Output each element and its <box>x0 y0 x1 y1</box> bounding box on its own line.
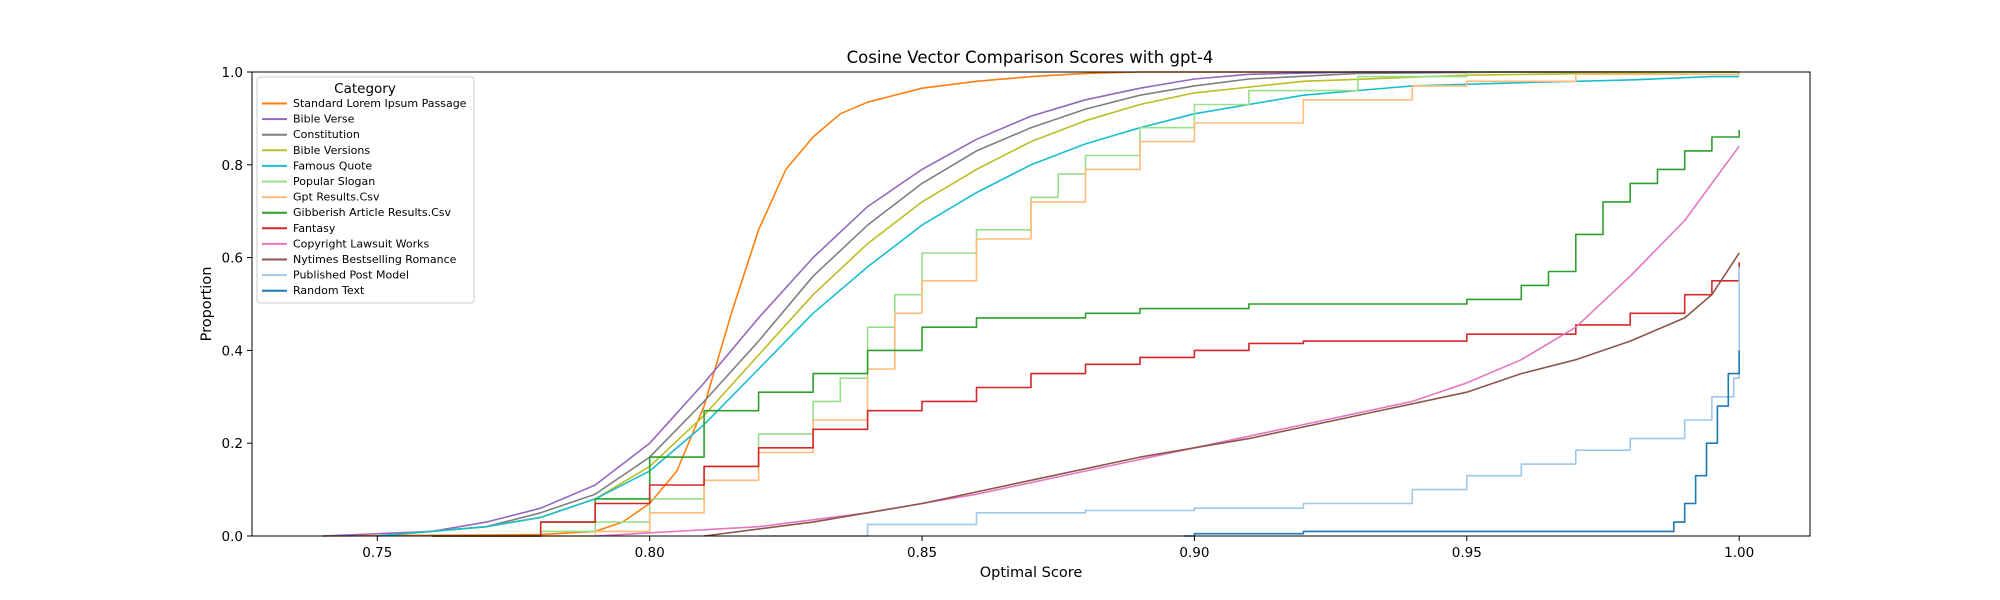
legend-entry: Bible Verse <box>293 113 355 126</box>
series-line-nytimes-bestselling-romance <box>703 252 1740 537</box>
series-line-gibberish-article-results-csv <box>431 130 1740 537</box>
x-tick-label: 1.00 <box>1724 545 1754 561</box>
legend-entry: Standard Lorem Ipsum Passage <box>293 97 467 110</box>
legend-entry: Copyright Lawsuit Works <box>293 237 430 250</box>
legend-entry: Fantasy <box>293 222 336 235</box>
series-line-random-text <box>1183 350 1740 537</box>
axis-layer: 0.75 0.80 0.85 0.90 0.95 1.00 0.0 0.2 0.4 0.6 0.8 1… <box>222 65 1755 561</box>
legend-box <box>256 76 475 304</box>
y-tick-label: 0.2 <box>222 436 243 452</box>
legend-entry: Popular Slogan <box>293 175 375 188</box>
series-line-bible-verse <box>322 71 1740 537</box>
x-axis-label: Optimal Score <box>980 565 1083 581</box>
series-line-constitution <box>377 71 1740 537</box>
series-line-popular-slogan <box>431 71 1740 537</box>
legend-title: Category <box>334 81 396 97</box>
legend-entry: Famous Quote <box>293 159 372 172</box>
legend-entry: Gibberish Article Results.Csv <box>293 206 452 219</box>
legend-entry: Constitution <box>293 128 360 141</box>
y-tick-label: 0.6 <box>222 251 243 267</box>
legend-entry: Random Text <box>293 284 365 297</box>
legend-items: Standard Lorem Ipsum Passage Bible Verse C… <box>262 97 467 297</box>
y-tick-label: 0.8 <box>222 158 243 174</box>
x-tick-label: 0.95 <box>1452 545 1482 561</box>
plot-frame <box>251 71 1811 537</box>
y-axis-label: Proportion <box>199 267 215 342</box>
legend-entry: Bible Versions <box>293 144 370 157</box>
legend: Category Standard Lorem Ipsum Passage Bib… <box>256 76 475 304</box>
x-tick-label: 0.85 <box>907 545 937 561</box>
x-tick-label: 0.75 <box>362 545 392 561</box>
y-tick-label: 0.4 <box>222 343 243 359</box>
chart-title: Cosine Vector Comparison Scores with gpt… <box>847 48 1214 67</box>
x-tick-label: 0.80 <box>635 545 665 561</box>
series-layer <box>322 71 1740 537</box>
y-tick-label: 0.0 <box>222 529 243 545</box>
legend-entry: Gpt Results.Csv <box>293 191 380 204</box>
legend-entry: Nytimes Bestselling Romance <box>293 253 457 266</box>
y-tick-label: 1.0 <box>222 65 243 81</box>
x-tick-label: 0.90 <box>1179 545 1209 561</box>
legend-entry: Published Post Model <box>293 269 409 282</box>
series-line-fantasy <box>431 262 1740 537</box>
series-line-famous-quote <box>377 75 1740 537</box>
series-line-published-post-model <box>758 266 1740 537</box>
